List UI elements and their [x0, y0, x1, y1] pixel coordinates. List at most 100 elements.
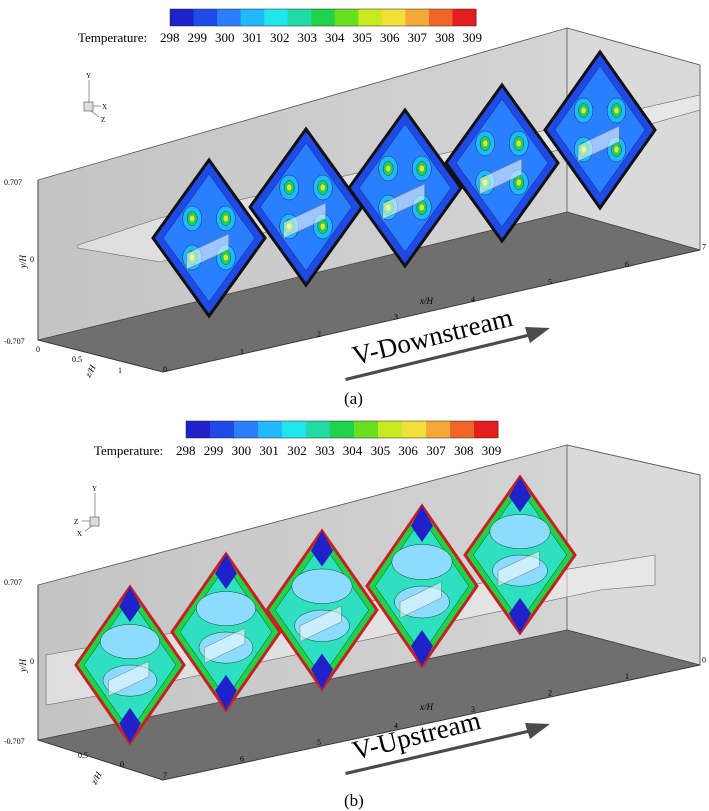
- z-tick: 0.5: [72, 355, 82, 364]
- colorbar-b: [186, 421, 499, 438]
- colorbar-tick-label: 307: [408, 30, 428, 45]
- axis-triad-b: Y Z X: [74, 485, 99, 538]
- colorbar-swatch: [311, 9, 323, 26]
- colorbar-a: [170, 9, 477, 26]
- y-tick: 0.707: [4, 578, 22, 587]
- colorbar-ticks-a: 298 299 300 301 302 303 304 305 306 307 308 309: [160, 30, 482, 45]
- triad-down: X: [77, 530, 82, 538]
- x-tick: 5: [317, 738, 321, 747]
- colorbar-swatch: [429, 9, 441, 26]
- panel-caption: (b): [344, 791, 364, 810]
- colorbar-swatch: [229, 9, 241, 26]
- colorbar-swatch: [246, 421, 259, 438]
- colorbar-tick-label: 302: [287, 443, 307, 458]
- z-tick: 0.5: [78, 751, 88, 760]
- x-tick: 6: [625, 260, 629, 269]
- colorbar-tick-label: 306: [380, 30, 400, 45]
- colorbar-swatch: [342, 421, 355, 438]
- x-tick: 3: [394, 313, 398, 322]
- colorbar-swatch: [486, 421, 499, 438]
- colorbar-swatch: [330, 421, 343, 438]
- colorbar-swatch: [294, 421, 307, 438]
- colorbar-tick-label: 308: [435, 30, 455, 45]
- y-tick: -0.707: [4, 737, 25, 746]
- colorbar-swatch: [258, 421, 271, 438]
- z-axis-label: z/H: [82, 363, 97, 380]
- colorbar-swatch: [354, 421, 367, 438]
- colorbar-swatch: [194, 9, 206, 26]
- colorbar-swatch: [276, 9, 288, 26]
- colorbar-swatch: [378, 421, 391, 438]
- colorbar-ticks-b: 298 299 300 301 302 303 304 305 306 307 308 309: [176, 443, 501, 458]
- x-tick: 5: [548, 278, 552, 287]
- triad-right: X: [102, 103, 107, 111]
- x-tick: 2: [548, 689, 552, 698]
- y-axis-label: y/H: [18, 659, 28, 673]
- colorbar-swatch: [441, 9, 453, 26]
- colorbar-tick-label: 298: [160, 30, 180, 45]
- colorbar-swatch: [222, 421, 235, 438]
- colorbar-tick-label: 309: [463, 30, 483, 45]
- colorbar-swatch: [318, 421, 331, 438]
- colorbar-tick-label: 301: [259, 443, 279, 458]
- colorbar-tick-label: 308: [454, 443, 474, 458]
- colorbar-tick-label: 303: [298, 30, 318, 45]
- colorbar-tick-label: 300: [232, 443, 252, 458]
- colorbar-swatch: [462, 421, 475, 438]
- colorbar-swatch: [394, 9, 406, 26]
- colorbar-swatch: [182, 9, 194, 26]
- colorbar-swatch: [405, 9, 417, 26]
- x-tick: 7: [702, 243, 706, 252]
- colorbar-tick-label: 302: [270, 30, 290, 45]
- colorbar-swatch: [335, 9, 347, 26]
- colorbar-swatch: [370, 9, 382, 26]
- x-axis-label: x/H: [419, 702, 433, 712]
- colorbar-swatch: [299, 9, 311, 26]
- colorbar-swatch: [464, 9, 476, 26]
- y-axis-a: 0.707 0 -0.707 y/H: [4, 178, 34, 346]
- colorbar-swatch: [382, 9, 394, 26]
- colorbar-tick-label: 298: [176, 443, 196, 458]
- colorbar-tick-label: 300: [215, 30, 235, 45]
- colorbar-tick-label: 309: [482, 443, 502, 458]
- z-tick: 0: [36, 345, 40, 354]
- triad-down: Z: [101, 116, 105, 124]
- colorbar-swatch: [358, 9, 370, 26]
- colorbar-swatch: [438, 421, 451, 438]
- colorbar-swatch: [417, 9, 429, 26]
- y-tick: -0.707: [4, 337, 25, 346]
- colorbar-swatch: [452, 9, 464, 26]
- triad-up: Y: [92, 485, 97, 493]
- colorbar-tick-label: 304: [325, 30, 345, 45]
- colorbar-tick-label: 304: [343, 443, 363, 458]
- x-tick: 4: [471, 295, 475, 304]
- colorbar-tick-label: 307: [426, 443, 446, 458]
- colorbar-swatch: [252, 9, 264, 26]
- x-tick: 0: [702, 656, 706, 665]
- colorbar-swatch: [241, 9, 253, 26]
- x-tick: 6: [240, 755, 244, 764]
- axis-triad-a: Y X Z: [84, 72, 107, 124]
- z-tick: 1: [118, 366, 122, 375]
- colorbar-swatch: [366, 421, 379, 438]
- colorbar-swatch: [270, 421, 283, 438]
- y-tick: 0.707: [4, 178, 22, 187]
- z-tick: 0: [120, 760, 124, 769]
- colorbar-tick-label: 299: [188, 30, 208, 45]
- colorbar-swatch: [205, 9, 217, 26]
- y-axis-b: 0.707 0 -0.707 y/H: [4, 578, 34, 746]
- x-tick: 1: [625, 672, 629, 681]
- colorbar-tick-label: 303: [315, 443, 335, 458]
- colorbar-swatch: [282, 421, 295, 438]
- colorbar-tick-label: 299: [204, 443, 224, 458]
- y-tick: 0: [30, 657, 34, 666]
- colorbar-swatch: [306, 421, 319, 438]
- x-tick: 7: [163, 771, 167, 780]
- colorbar-swatch: [186, 421, 199, 438]
- colorbar-swatch: [390, 421, 403, 438]
- panel-b: Temperature: 298 299 300 301 302 303 304 305 306…: [4, 421, 706, 810]
- colorbar-swatch: [323, 9, 335, 26]
- colorbar-swatch: [402, 421, 415, 438]
- colorbar-swatch: [474, 421, 487, 438]
